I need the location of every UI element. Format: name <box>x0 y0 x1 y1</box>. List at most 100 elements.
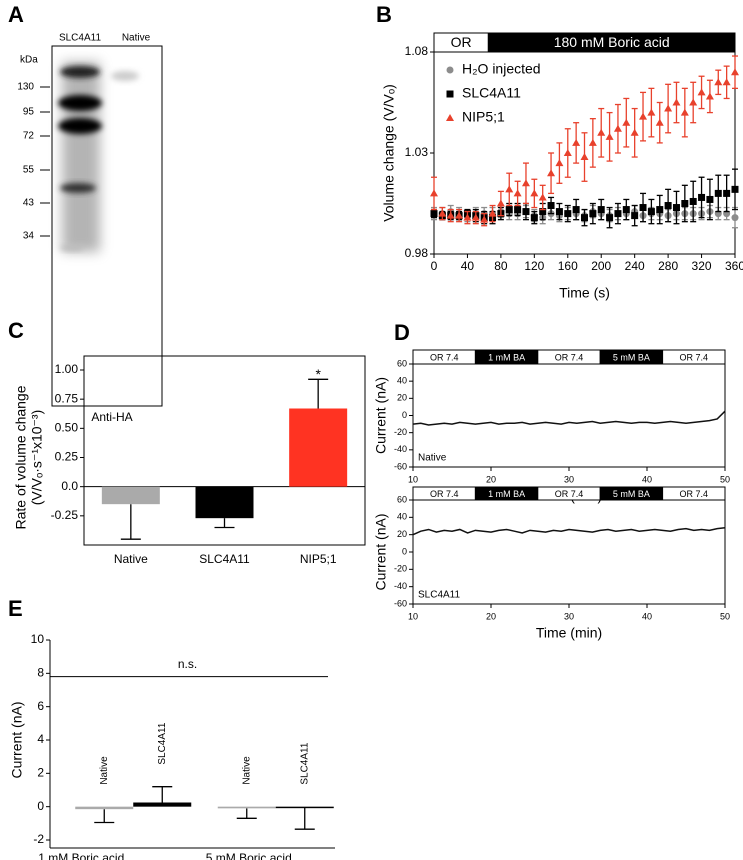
x-tick-label: 20 <box>486 474 496 484</box>
x-tick-label: 40 <box>642 474 652 484</box>
point <box>605 132 614 140</box>
x-tick-label: 10 <box>408 611 418 621</box>
y-tick-label: 1.08 <box>405 44 429 58</box>
x-tick-label: Native <box>114 552 148 566</box>
point <box>697 88 706 96</box>
phase-label: 1 mM BA <box>488 489 525 499</box>
marker-label: 130 <box>17 82 34 93</box>
panel: C -0.25 0.0 0.25 0.50 0.75 1.00 Rate of volume … <box>8 318 366 566</box>
x-tick-label: 50 <box>720 611 730 621</box>
point <box>680 108 689 116</box>
y-tick-label: -60 <box>394 598 407 608</box>
point <box>471 213 480 221</box>
point <box>572 138 581 146</box>
point <box>446 211 455 219</box>
x-tick-label: NIP5;1 <box>300 552 337 566</box>
legend-label: NIP5;1 <box>462 109 505 125</box>
point <box>589 210 597 218</box>
error-bar <box>308 378 329 409</box>
x-tick-label: 120 <box>524 259 544 273</box>
marker-label: 34 <box>23 231 35 242</box>
series-label: Native <box>241 756 252 785</box>
x-tick-label: 40 <box>461 259 475 273</box>
point <box>647 108 656 116</box>
y-tick-label: 20 <box>397 393 407 403</box>
panel-letter: A <box>8 2 24 27</box>
y-axis-title: Current (nA) <box>373 513 389 590</box>
panel-a: A SLC4A11 Native kDa Anti-HA 130 95 72 55 43… <box>8 2 163 424</box>
point <box>681 200 689 207</box>
x-tick-label: 280 <box>658 259 678 273</box>
y-tick-label: 4 <box>37 732 44 746</box>
phase-label: 1 mM BA <box>488 352 525 362</box>
x-tick-label: 320 <box>692 259 712 273</box>
error-bar <box>94 809 115 824</box>
axes-frame <box>412 349 726 468</box>
point <box>572 206 580 214</box>
bar <box>289 408 348 487</box>
x-axis-title: Time (min) <box>536 625 602 641</box>
point <box>530 214 538 222</box>
point <box>698 193 706 201</box>
point <box>555 159 564 167</box>
y-tick-label: 0.0 <box>61 479 78 493</box>
y-tick-label: 6 <box>37 699 44 713</box>
y-tick-label: 60 <box>397 358 407 368</box>
panel-letter: C <box>8 318 24 343</box>
error-bar <box>152 786 173 803</box>
x-tick-label: 30 <box>564 611 574 621</box>
error-bar <box>236 808 257 819</box>
y-tick-label: 0.75 <box>55 391 79 405</box>
y-tick-label: 0.98 <box>405 246 429 260</box>
point <box>539 208 547 216</box>
point <box>488 209 497 217</box>
bar <box>101 486 160 505</box>
x-tick-label: 160 <box>558 259 578 273</box>
point <box>664 202 672 210</box>
error-bar <box>214 518 235 529</box>
y-tick-label: 40 <box>397 376 407 386</box>
x-tick-label: 240 <box>625 259 645 273</box>
phase-bar <box>662 486 726 501</box>
unit-label: kDa <box>20 55 38 66</box>
y-tick-label: 8 <box>37 666 44 680</box>
y-tick-label: -60 <box>394 461 407 471</box>
point <box>655 118 664 126</box>
axes-frame <box>83 355 366 546</box>
y-tick-label: 2 <box>37 766 44 780</box>
point <box>547 169 556 177</box>
point <box>597 206 605 214</box>
point <box>656 206 664 214</box>
point <box>672 204 680 212</box>
y-tick-label: 20 <box>397 529 407 539</box>
y-tick-label: 0.50 <box>55 421 79 435</box>
blot-bands <box>58 62 139 252</box>
x-tick-label: 80 <box>494 259 508 273</box>
point <box>639 112 648 120</box>
panel-letter: D <box>394 320 410 345</box>
point <box>496 199 505 207</box>
x-tick-label: 10 <box>408 474 418 484</box>
point <box>513 189 522 197</box>
error-bar <box>294 807 315 830</box>
y-tick-label: 60 <box>397 494 407 504</box>
point <box>430 189 438 197</box>
point <box>630 128 639 136</box>
x-tick-label: 20 <box>486 611 496 621</box>
point <box>505 206 513 214</box>
point <box>722 78 731 86</box>
point <box>689 197 697 205</box>
point <box>581 214 588 222</box>
x-tick-label: 1 mM Boric acid <box>38 851 124 860</box>
point <box>522 208 530 216</box>
phase-label: OR 7.4 <box>680 352 709 362</box>
y-tick-label: 10 <box>31 632 45 646</box>
series-label: Native <box>99 756 110 785</box>
point <box>538 193 547 201</box>
point <box>689 98 698 106</box>
significance-label: n.s. <box>178 657 197 671</box>
y-tick-label: 0 <box>37 799 44 813</box>
panel-letter: E <box>8 596 23 621</box>
x-tick-label: 50 <box>720 474 730 484</box>
